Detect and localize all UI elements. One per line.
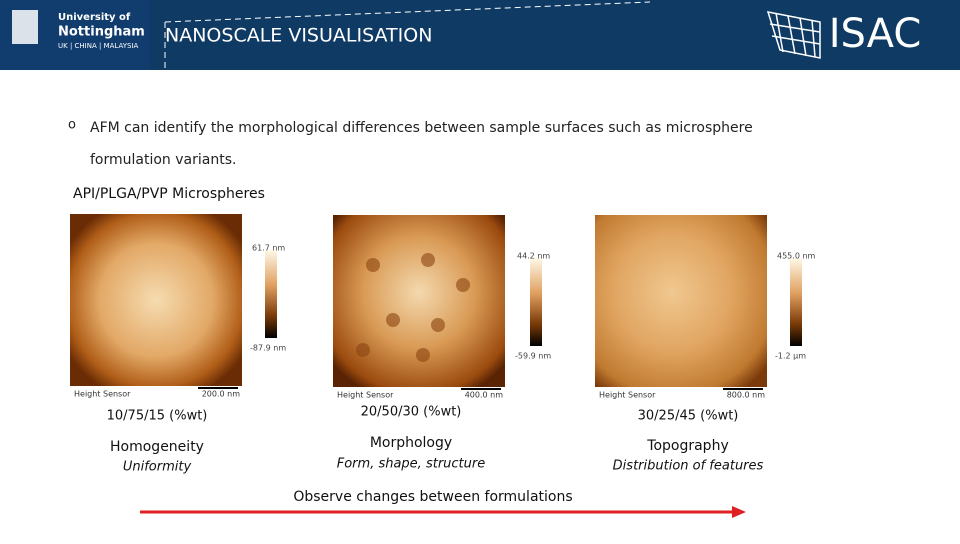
bullet-box: AFM can identify the morphological diffe… bbox=[90, 120, 753, 168]
colorbar bbox=[265, 250, 277, 338]
afm-image bbox=[333, 215, 505, 387]
afm-feature bbox=[356, 343, 370, 357]
image-footer bbox=[595, 387, 767, 401]
afm-feature bbox=[456, 278, 470, 292]
panels: Height Sensor 200.0 nm 61.7 nm -87.9 nm 10/7… bbox=[70, 214, 816, 475]
isac-mark bbox=[766, 11, 821, 59]
afm-image bbox=[595, 215, 767, 387]
colorbar-max: 455.0 nm bbox=[777, 252, 816, 261]
slide-title: NANOSCALE VISUALISATION bbox=[165, 25, 432, 47]
sensor-label: Height Sensor bbox=[337, 391, 394, 400]
image-footer bbox=[333, 387, 505, 401]
isac-logo: ISAC bbox=[829, 11, 922, 57]
image-footer bbox=[70, 386, 242, 400]
afm-image bbox=[70, 214, 242, 386]
colorbar-max: 44.2 nm bbox=[517, 252, 550, 261]
colorbar-min: -87.9 nm bbox=[250, 344, 286, 353]
colorbar bbox=[530, 258, 542, 346]
property: Homogeneity bbox=[110, 439, 204, 455]
property: Morphology bbox=[370, 435, 452, 451]
colorbar bbox=[790, 258, 802, 346]
afm-feature bbox=[431, 318, 445, 332]
afm-feature bbox=[416, 348, 430, 362]
header-band bbox=[0, 0, 960, 70]
crest bbox=[12, 10, 38, 44]
section-heading: API/PLGA/PVP Microspheres bbox=[73, 186, 265, 202]
afm-feature bbox=[366, 258, 380, 272]
description: Distribution of features bbox=[613, 459, 764, 474]
colorbar-max: 61.7 nm bbox=[252, 244, 285, 253]
composition: 10/75/15 (%wt) bbox=[107, 409, 208, 424]
header-dash bbox=[164, 1, 651, 23]
description: Uniformity bbox=[123, 460, 192, 475]
description: Form, shape, structure bbox=[337, 457, 485, 472]
footer-text: Observe changes between formulations bbox=[293, 489, 572, 505]
scale-label: 800.0 nm bbox=[727, 391, 766, 400]
composition: 30/25/45 (%wt) bbox=[638, 409, 739, 424]
bullet-marker: o bbox=[68, 118, 76, 133]
afm-feature bbox=[421, 253, 435, 267]
colorbar-min: -59.9 nm bbox=[515, 352, 551, 361]
colorbar-min: -1.2 µm bbox=[775, 352, 806, 361]
property: Topography bbox=[646, 438, 728, 454]
uni-line: Nottingham bbox=[58, 25, 145, 40]
afm-feature bbox=[386, 313, 400, 327]
uni-line: University of bbox=[58, 12, 131, 23]
scale-label: 200.0 nm bbox=[202, 390, 241, 399]
sensor-label: Height Sensor bbox=[599, 391, 656, 400]
sensor-label: Height Sensor bbox=[74, 390, 131, 399]
arrow-head bbox=[732, 506, 746, 518]
bullet-text: AFM can identify the morphological diffe… bbox=[90, 120, 753, 168]
scale-label: 400.0 nm bbox=[465, 391, 504, 400]
composition: 20/50/30 (%wt) bbox=[361, 405, 462, 420]
uni-line: UK | CHINA | MALAYSIA bbox=[58, 42, 138, 50]
